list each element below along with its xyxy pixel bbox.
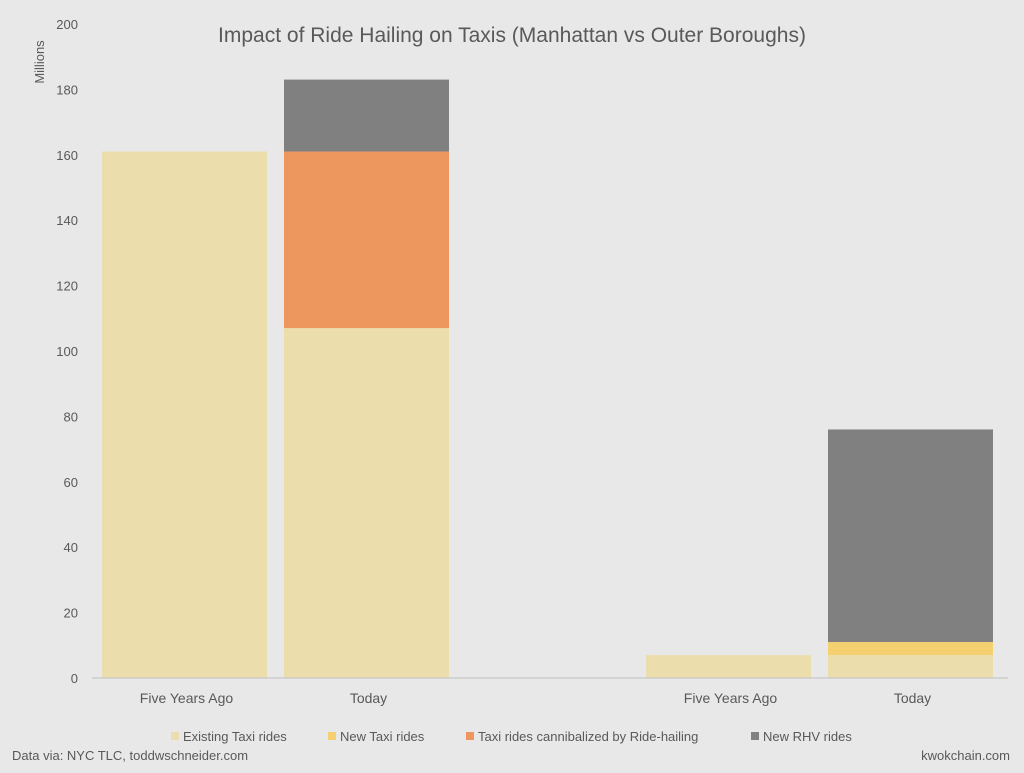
legend-swatch <box>328 732 336 740</box>
legend-swatch <box>171 732 179 740</box>
y-tick-label: 60 <box>64 475 78 490</box>
legend-label: New Taxi rides <box>340 729 425 744</box>
bar-segment-new-taxi-rides <box>828 642 993 656</box>
footer-source: Data via: NYC TLC, toddwschneider.com <box>12 748 248 763</box>
bar-segment-new-rhv-rides <box>284 79 449 152</box>
legend-swatch <box>466 732 474 740</box>
y-tick-label: 20 <box>64 606 78 621</box>
bar-segment-existing-taxi-rides <box>828 655 993 678</box>
x-tick-label: Today <box>894 690 931 706</box>
bar-segment-existing-taxi-rides <box>102 151 267 678</box>
x-tick-label: Five Years Ago <box>140 690 234 706</box>
bar-segment-taxi-rides-cannibalized-by-ride-hailing <box>284 151 449 329</box>
bar-segment-existing-taxi-rides <box>646 655 811 678</box>
y-tick-label: 100 <box>56 344 78 359</box>
legend-item: New RHV rides <box>751 729 852 744</box>
y-tick-label: 140 <box>56 213 78 228</box>
x-tick-label: Five Years Ago <box>684 690 778 706</box>
footer-credit: kwokchain.com <box>921 748 1010 763</box>
legend-item: Taxi rides cannibalized by Ride-hailing <box>466 729 698 744</box>
y-tick-label: 40 <box>64 540 78 555</box>
bar-segment-new-rhv-rides <box>828 429 993 643</box>
legend-swatch <box>751 732 759 740</box>
legend-label: Existing Taxi rides <box>183 729 287 744</box>
legend-label: Taxi rides cannibalized by Ride-hailing <box>478 729 698 744</box>
legend-item: Existing Taxi rides <box>171 729 287 744</box>
x-tick-label: Today <box>350 690 387 706</box>
y-axis-ticks: 0 20 40 60 80 100 120 140 160 180 200 <box>56 17 78 686</box>
y-tick-label: 180 <box>56 82 78 97</box>
legend-item: New Taxi rides <box>328 729 425 744</box>
y-tick-label: 80 <box>64 409 78 424</box>
legend-label: New RHV rides <box>763 729 852 744</box>
chart-title: Impact of Ride Hailing on Taxis (Manhatt… <box>218 24 806 47</box>
y-axis-label: Millions <box>32 40 47 84</box>
x-axis-ticks: Five Years Ago Today Five Years Ago Today <box>140 690 931 706</box>
bar-segment-existing-taxi-rides <box>284 328 449 678</box>
y-tick-label: 0 <box>71 671 78 686</box>
y-tick-label: 200 <box>56 17 78 32</box>
y-tick-label: 160 <box>56 148 78 163</box>
bars <box>102 79 993 678</box>
legend: Existing Taxi rides New Taxi rides Taxi ri… <box>171 729 852 744</box>
y-tick-label: 120 <box>56 279 78 294</box>
